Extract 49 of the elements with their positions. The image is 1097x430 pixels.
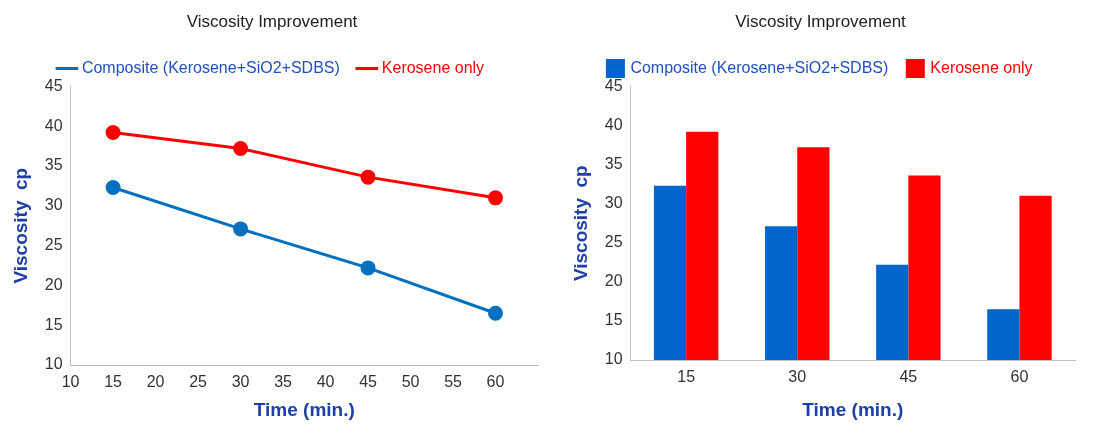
y-tick-label: 35: [604, 154, 623, 172]
y-tick-label: 25: [604, 233, 623, 251]
y-tick-label: 30: [44, 196, 63, 214]
x-tick-label: 55: [444, 373, 463, 391]
y-tick-label: 45: [44, 76, 63, 94]
x-tick-label: 10: [61, 373, 80, 391]
point: [233, 140, 249, 156]
x-tick-label: 40: [316, 373, 335, 391]
x-tick-label: 60: [1010, 368, 1029, 386]
x-tick-label: 60: [486, 373, 505, 391]
point: [233, 221, 249, 237]
y-tick-label: 15: [604, 311, 623, 329]
y-axis-title: Viscosity cp: [569, 165, 591, 282]
y-tick-label: 25: [44, 236, 63, 254]
legend-label: Composite (Kerosene+SiO2+SDBS): [630, 58, 889, 76]
y-tick-label: 40: [604, 115, 623, 133]
x-tick-label: 25: [189, 373, 208, 391]
x-tick-label: 50: [401, 373, 420, 391]
x-tick-label: 35: [274, 373, 293, 391]
point: [488, 190, 504, 206]
y-tick-label: 40: [44, 116, 63, 134]
point: [360, 169, 376, 185]
y-tick-label: 20: [604, 272, 623, 290]
x-tick-label: 20: [146, 373, 165, 391]
legend-label: Kerosene only: [930, 58, 1033, 76]
x-axis-title: Time (min.): [802, 398, 904, 420]
point: [488, 305, 504, 321]
legend-label: Composite (Kerosene+SiO2+SDBS): [81, 58, 340, 76]
x-tick-label: 30: [788, 368, 807, 386]
x-tick-label: 45: [359, 373, 378, 391]
y-tick-label: 10: [604, 350, 623, 368]
legend-label: Kerosene only: [381, 58, 485, 76]
y-tick-label: 15: [44, 315, 63, 333]
y-tick-label: 30: [604, 194, 623, 212]
x-tick-label: 15: [104, 373, 123, 391]
y-tick-label: 20: [44, 275, 63, 293]
y-tick-label: 45: [604, 76, 623, 94]
y-tick-label: 10: [44, 355, 63, 373]
point: [105, 125, 121, 141]
chart-title: Viscosity Improvement: [186, 11, 358, 31]
chart-title: Viscosity Improvement: [735, 11, 907, 31]
x-tick-label: 15: [677, 368, 696, 386]
y-axis-title: Viscosity cp: [9, 167, 31, 284]
x-axis-title: Time (min.): [253, 398, 355, 420]
x-tick-label: 45: [899, 368, 918, 386]
x-tick-label: 30: [231, 373, 250, 391]
point: [105, 179, 121, 195]
y-tick-label: 35: [44, 156, 63, 174]
point: [360, 260, 376, 276]
